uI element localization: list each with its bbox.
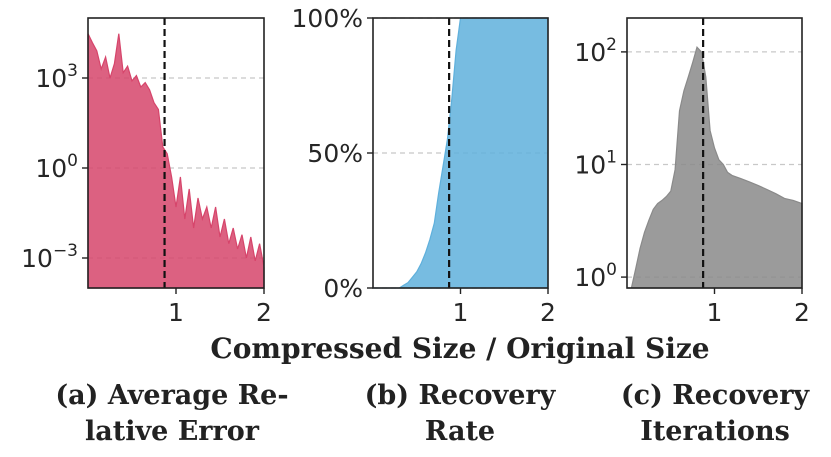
y-tick-label: 103 [35,61,78,93]
series-area [373,17,549,289]
caption-c-line1: (c) Recovery [621,380,811,411]
panel-2: 1 2 0% 50% 100% [292,4,556,327]
panels: 1 2 103 100 10−3 1 2 0% 50% 100% 1 2 102 101 100 [21,4,810,327]
x-tick-label: 2 [794,298,810,327]
caption-a-line2: lative Error [85,416,260,447]
caption-c-line2: Iterations [640,416,790,447]
y-tick-label: 100% [292,4,363,33]
x-tick-label: 2 [540,298,556,327]
y-tick-label: 0% [323,274,363,303]
caption-c: (c) Recovery Iterations [621,380,811,447]
x-tick-label: 1 [707,298,723,327]
y-tick-label: 102 [574,35,617,67]
series-area [87,33,265,289]
x-axis-label: Compressed Size / Original Size [210,332,709,365]
y-tick-label: 100 [574,260,617,292]
caption-b: (b) Recovery Rate [365,380,557,447]
x-tick-label: 2 [256,298,272,327]
y-tick-label: 50% [307,139,363,168]
caption-b-line1: (b) Recovery [365,380,557,411]
x-tick-label: 1 [453,298,469,327]
caption-a-line1: (a) Average Re- [55,380,288,411]
series-area [627,46,803,289]
x-tick-label: 1 [168,298,184,327]
y-tick-label: 101 [574,147,617,179]
y-tick-label: 100 [35,151,78,183]
panel-3: 1 2 102 101 100 [574,17,810,327]
y-tick-label: 10−3 [21,241,78,273]
caption-b-line2: Rate [425,416,495,447]
caption-a: (a) Average Re- lative Error [55,380,288,447]
panel-1: 1 2 103 100 10−3 [21,17,272,327]
